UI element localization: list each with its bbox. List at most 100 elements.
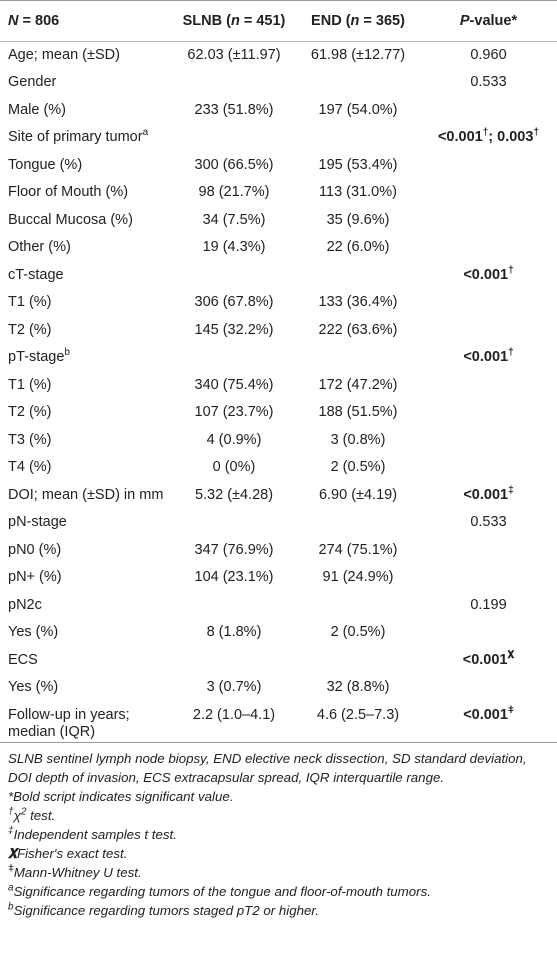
table-cell (296, 647, 420, 675)
table-cell: 2 (0.5%) (330, 624, 386, 640)
table-cell (172, 124, 296, 152)
text-segment: <0.001 (463, 266, 509, 283)
table-cell (296, 69, 420, 97)
row-label: T2 (%) (8, 404, 52, 420)
table-cell (296, 509, 420, 537)
table-cell: 3 (0.8%) (330, 431, 386, 448)
text-segment: pT-stage (8, 349, 65, 365)
table-cell (172, 262, 296, 290)
table-cell (296, 344, 420, 372)
table-cell (296, 592, 420, 620)
table-cell: 145 (32.2%) (194, 321, 274, 338)
table-cell: 5.32 (±4.28) (194, 486, 274, 503)
text-segment: 2 (20, 806, 27, 818)
table-cell (420, 152, 557, 180)
table-cell (420, 427, 557, 455)
table-row: pN+ (%) 104 (23.1%) 91 (24.9%) (0, 564, 557, 592)
text-segment: <0.001 (463, 349, 509, 365)
table-cell (420, 619, 557, 647)
row-label: pN2c (8, 596, 42, 613)
table-row: pN-stage 0.533 (0, 509, 557, 537)
text-segment: † (8, 806, 14, 818)
table-cell (172, 647, 296, 675)
row-label: pT-stageb (0, 344, 172, 372)
table-row: Tongue (%) 300 (66.5%) 195 (53.4%) (0, 152, 557, 180)
table-cell: 4 (0.9%) (206, 431, 262, 448)
table-cell: <0.001† (420, 344, 557, 372)
table-cell (172, 509, 296, 537)
table-cell: 0.533 (470, 514, 507, 530)
row-label: ECS (8, 651, 38, 668)
table-cell (420, 537, 557, 565)
table-cell: 91 (24.9%) (322, 569, 394, 585)
table-cell (420, 454, 557, 482)
text-segment: χ (13, 807, 21, 823)
table-header: N = 806 SLNB (n = 451) END (n = 365) P-valu… (0, 0, 557, 42)
text-segment: Independent samples t test. (13, 826, 177, 842)
row-label: T2 (%) (8, 321, 52, 338)
row-label: Gender (8, 74, 57, 90)
table-cell (172, 592, 296, 620)
row-label: DOI; mean (±SD) in mm (8, 486, 164, 503)
table-row: T1 (%) 340 (75.4%) 172 (47.2%) (0, 372, 557, 400)
table-cell: 233 (51.8%) (194, 101, 274, 118)
table-cell: 172 (47.2%) (318, 376, 398, 393)
table-cell: 35 (9.6%) (326, 211, 390, 228)
table-cell: 0.533 (470, 74, 507, 90)
text-segment: Mann-Whitney U test. (13, 864, 142, 880)
data-table: N = 806 SLNB (n = 451) END (n = 365) P-valu… (0, 0, 557, 742)
footnote: ǂMann-Whitney U test. (8, 863, 549, 882)
header-row: N = 806 SLNB (n = 451) END (n = 365) P-valu… (0, 0, 557, 42)
table-row: Floor of Mouth (%) 98 (21.7%) 113 (31.0%) (0, 179, 557, 207)
text-segment: -value* (469, 13, 518, 29)
text-segment: Site of primary tumor (8, 129, 143, 145)
text-segment: = 451) (239, 13, 286, 29)
row-label: Floor of Mouth (%) (8, 184, 129, 200)
footnote: bSignificance regarding tumors staged pT… (8, 901, 549, 920)
table-row: DOI; mean (±SD) in mm 5.32 (±4.28) 6.90 (±… (0, 482, 557, 510)
table-cell: 104 (23.1%) (194, 569, 274, 585)
table-cell: 19 (4.3%) (202, 239, 266, 255)
row-label: pN0 (%) (8, 541, 62, 558)
table-body: Age; mean (±SD) 62.03 (±11.97) 61.98 (±12.… (0, 42, 557, 742)
table-row: T4 (%) 0 (0%) 2 (0.5%) (0, 454, 557, 482)
table-row: Yes (%) 8 (1.8%) 2 (0.5%) (0, 619, 557, 647)
row-label: Age; mean (±SD) (8, 47, 120, 63)
table-cell: 300 (66.5%) (194, 156, 274, 173)
table-row: Yes (%) 3 (0.7%) 32 (8.8%) (0, 674, 557, 702)
text-segment: <0.001 (463, 486, 509, 503)
table-cell: 2.2 (1.0–4.1) (192, 706, 276, 723)
text-segment: <0.001 (462, 651, 508, 668)
table-cell: <0.001† (420, 262, 557, 290)
table-row: Other (%) 19 (4.3%) 22 (6.0%) (0, 234, 557, 262)
table-row: Age; mean (±SD) 62.03 (±11.97) 61.98 (±12.… (0, 42, 557, 70)
row-label: Other (%) (8, 239, 71, 255)
text-segment: N (8, 13, 19, 29)
table-row: pN2c 0.199 (0, 592, 557, 620)
text-segment: † (508, 264, 514, 276)
table-cell: 107 (23.7%) (194, 404, 274, 420)
table-cell (172, 69, 296, 97)
row-label: Follow-up in years; median (IQR) (8, 706, 130, 740)
text-segment: Fisher's exact test. (16, 845, 128, 861)
table-cell: 133 (36.4%) (318, 294, 398, 310)
table-cell (172, 344, 296, 372)
text-segment: SLNB ( (182, 13, 231, 29)
table-cell: 2 (0.5%) (330, 459, 386, 475)
table-cell: 0 (0%) (212, 459, 256, 475)
text-segment: n (350, 13, 360, 29)
table-cell (420, 399, 557, 427)
table-row: pT-stageb <0.001† (0, 344, 557, 372)
text-segment: a (8, 882, 14, 894)
text-segment: b (64, 347, 70, 359)
text-segment: END ( (311, 13, 351, 29)
text-segment: a (142, 127, 149, 139)
text-segment: <0.001 (463, 706, 508, 723)
footnote: †χ2 test. (8, 806, 549, 825)
table-row: Site of primary tumora <0.001†; 0.003† (0, 124, 557, 152)
table-row: Follow-up in years; median (IQR) 2.2 (1.0… (0, 702, 557, 742)
text-segment: SLNB sentinel lymph node biopsy, END ele… (8, 750, 527, 785)
text-segment: = 806 (18, 13, 60, 29)
footnotes: SLNB sentinel lymph node biopsy, END ele… (0, 743, 557, 920)
